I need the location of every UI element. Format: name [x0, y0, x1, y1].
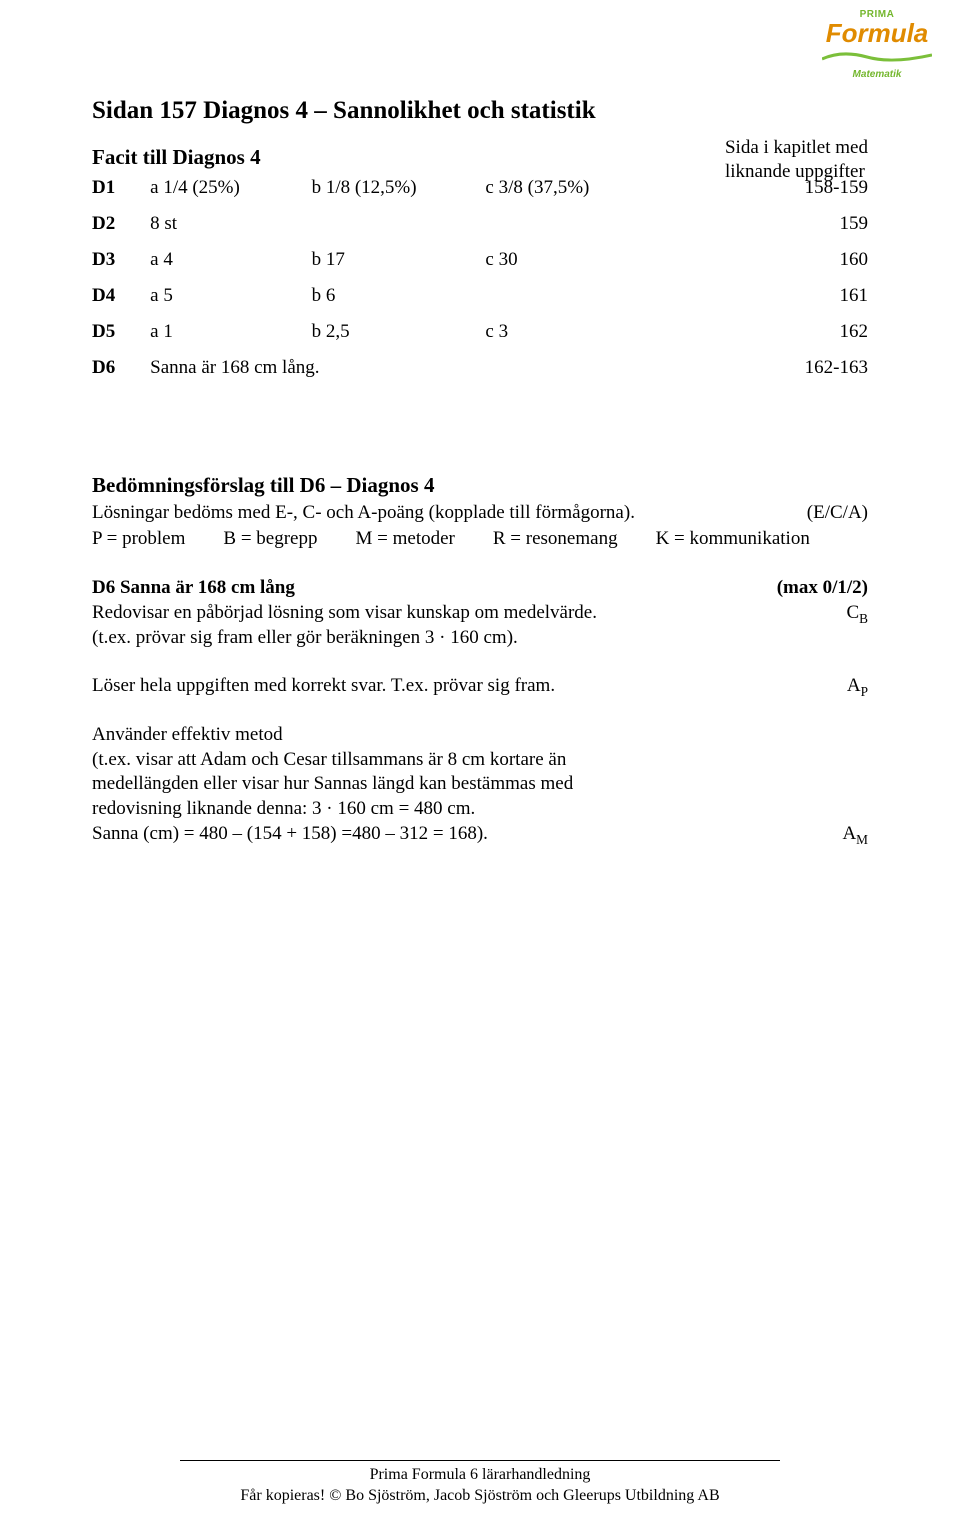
cell: b 1/8 (12,5%) — [312, 176, 486, 212]
row-id: D6 — [92, 356, 150, 392]
cell: Sanna är 168 cm lång. — [150, 356, 734, 392]
criterion-line: redovisning liknande denna: 3 · 160 cm =… — [92, 797, 868, 822]
cell: 8 st — [150, 212, 311, 248]
criterion-title: D6 Sanna är 168 cm lång — [92, 577, 295, 598]
table-row: D4 a 5 b 6 161 — [92, 284, 868, 320]
cell: c 3 — [485, 320, 733, 356]
key-m: M = metoder — [356, 527, 455, 552]
cell: a 1 — [150, 320, 311, 356]
cell — [312, 212, 486, 248]
assessment-line: Lösningar bedöms med E-, C- och A-poäng … — [92, 501, 868, 526]
cell: b 2,5 — [312, 320, 486, 356]
page-ref: 162 — [734, 320, 868, 356]
page-ref: 161 — [734, 284, 868, 320]
criterion-mark: AP — [847, 674, 868, 700]
eca-label: (E/C/A) — [807, 501, 868, 526]
row-id: D5 — [92, 320, 150, 356]
footer-line2: Får kopieras! © Bo Sjöström, Jacob Sjöst… — [0, 1486, 960, 1507]
criterion-line: Löser hela uppgiften med korrekt svar. T… — [92, 675, 555, 696]
logo-wave-icon — [822, 52, 932, 62]
cell — [485, 284, 733, 320]
cell: a 5 — [150, 284, 311, 320]
criterion-max: (max 0/1/2) — [777, 577, 868, 598]
footer-divider — [180, 1460, 780, 1461]
key-r: R = resonemang — [493, 527, 618, 552]
key-row: P = problem B = begrepp M = metoder R = … — [92, 527, 868, 552]
logo-formula: Formula — [822, 22, 932, 45]
key-b: B = begrepp — [223, 527, 317, 552]
table-row: D6 Sanna är 168 cm lång. 162-163 — [92, 356, 868, 392]
page-ref: 162-163 — [734, 356, 868, 392]
row-id: D2 — [92, 212, 150, 248]
cell: a 1/4 (25%) — [150, 176, 311, 212]
cell: a 4 — [150, 248, 311, 284]
assessment-heading: Bedömningsförslag till D6 – Diagnos 4 — [92, 472, 868, 499]
page-ref: 159 — [734, 212, 868, 248]
page-footer: Prima Formula 6 lärarhandledning Får kop… — [0, 1460, 960, 1507]
cell: b 6 — [312, 284, 486, 320]
facit-table: D1 a 1/4 (25%) b 1/8 (12,5%) c 3/8 (37,5… — [92, 176, 868, 392]
facit-heading: Facit till Diagnos 4 — [92, 144, 261, 171]
criterion-block: Löser hela uppgiften med korrekt svar. T… — [92, 674, 868, 699]
side-label-line2: liknande uppgifter — [725, 161, 865, 182]
criterion-block: Använder effektiv metod (t.ex. visar att… — [92, 723, 868, 846]
logo-matematik: Matematik — [822, 68, 932, 81]
criterion-example: (t.ex. prövar sig fram eller gör beräkni… — [92, 626, 868, 651]
criterion-line: medellängden eller visar hur Sannas läng… — [92, 772, 868, 797]
side-label-line1: Sida i kapitlet med — [725, 137, 868, 158]
criterion-line: Använder effektiv metod — [92, 723, 868, 748]
row-id: D4 — [92, 284, 150, 320]
cell — [485, 212, 733, 248]
table-row: D3 a 4 b 17 c 30 160 — [92, 248, 868, 284]
criterion-line: Redovisar en påbörjad lösning som visar … — [92, 602, 597, 623]
criterion-mark: CB — [846, 601, 868, 627]
table-row: D5 a 1 b 2,5 c 3 162 — [92, 320, 868, 356]
criterion-line: Sanna (cm) = 480 – (154 + 158) =480 – 31… — [92, 823, 488, 844]
page-title: Sidan 157 Diagnos 4 – Sannolikhet och st… — [92, 95, 868, 128]
criterion-block: D6 Sanna är 168 cm lång (max 0/1/2) Redo… — [92, 576, 868, 650]
page-ref: 160 — [734, 248, 868, 284]
cell: c 3/8 (37,5%) — [485, 176, 733, 212]
row-id: D3 — [92, 248, 150, 284]
table-row: D2 8 st 159 — [92, 212, 868, 248]
cell: b 17 — [312, 248, 486, 284]
key-k: K = kommunikation — [656, 527, 810, 552]
criterion-line: (t.ex. visar att Adam och Cesar tillsamm… — [92, 748, 868, 773]
footer-line1: Prima Formula 6 lärarhandledning — [0, 1465, 960, 1486]
side-label: Sida i kapitlet med liknande uppgifter — [725, 136, 868, 185]
criterion-mark: AM — [842, 822, 868, 848]
key-p: P = problem — [92, 527, 185, 552]
row-id: D1 — [92, 176, 150, 212]
cell: c 30 — [485, 248, 733, 284]
brand-logo: PRIMA Formula Matematik — [822, 8, 932, 81]
